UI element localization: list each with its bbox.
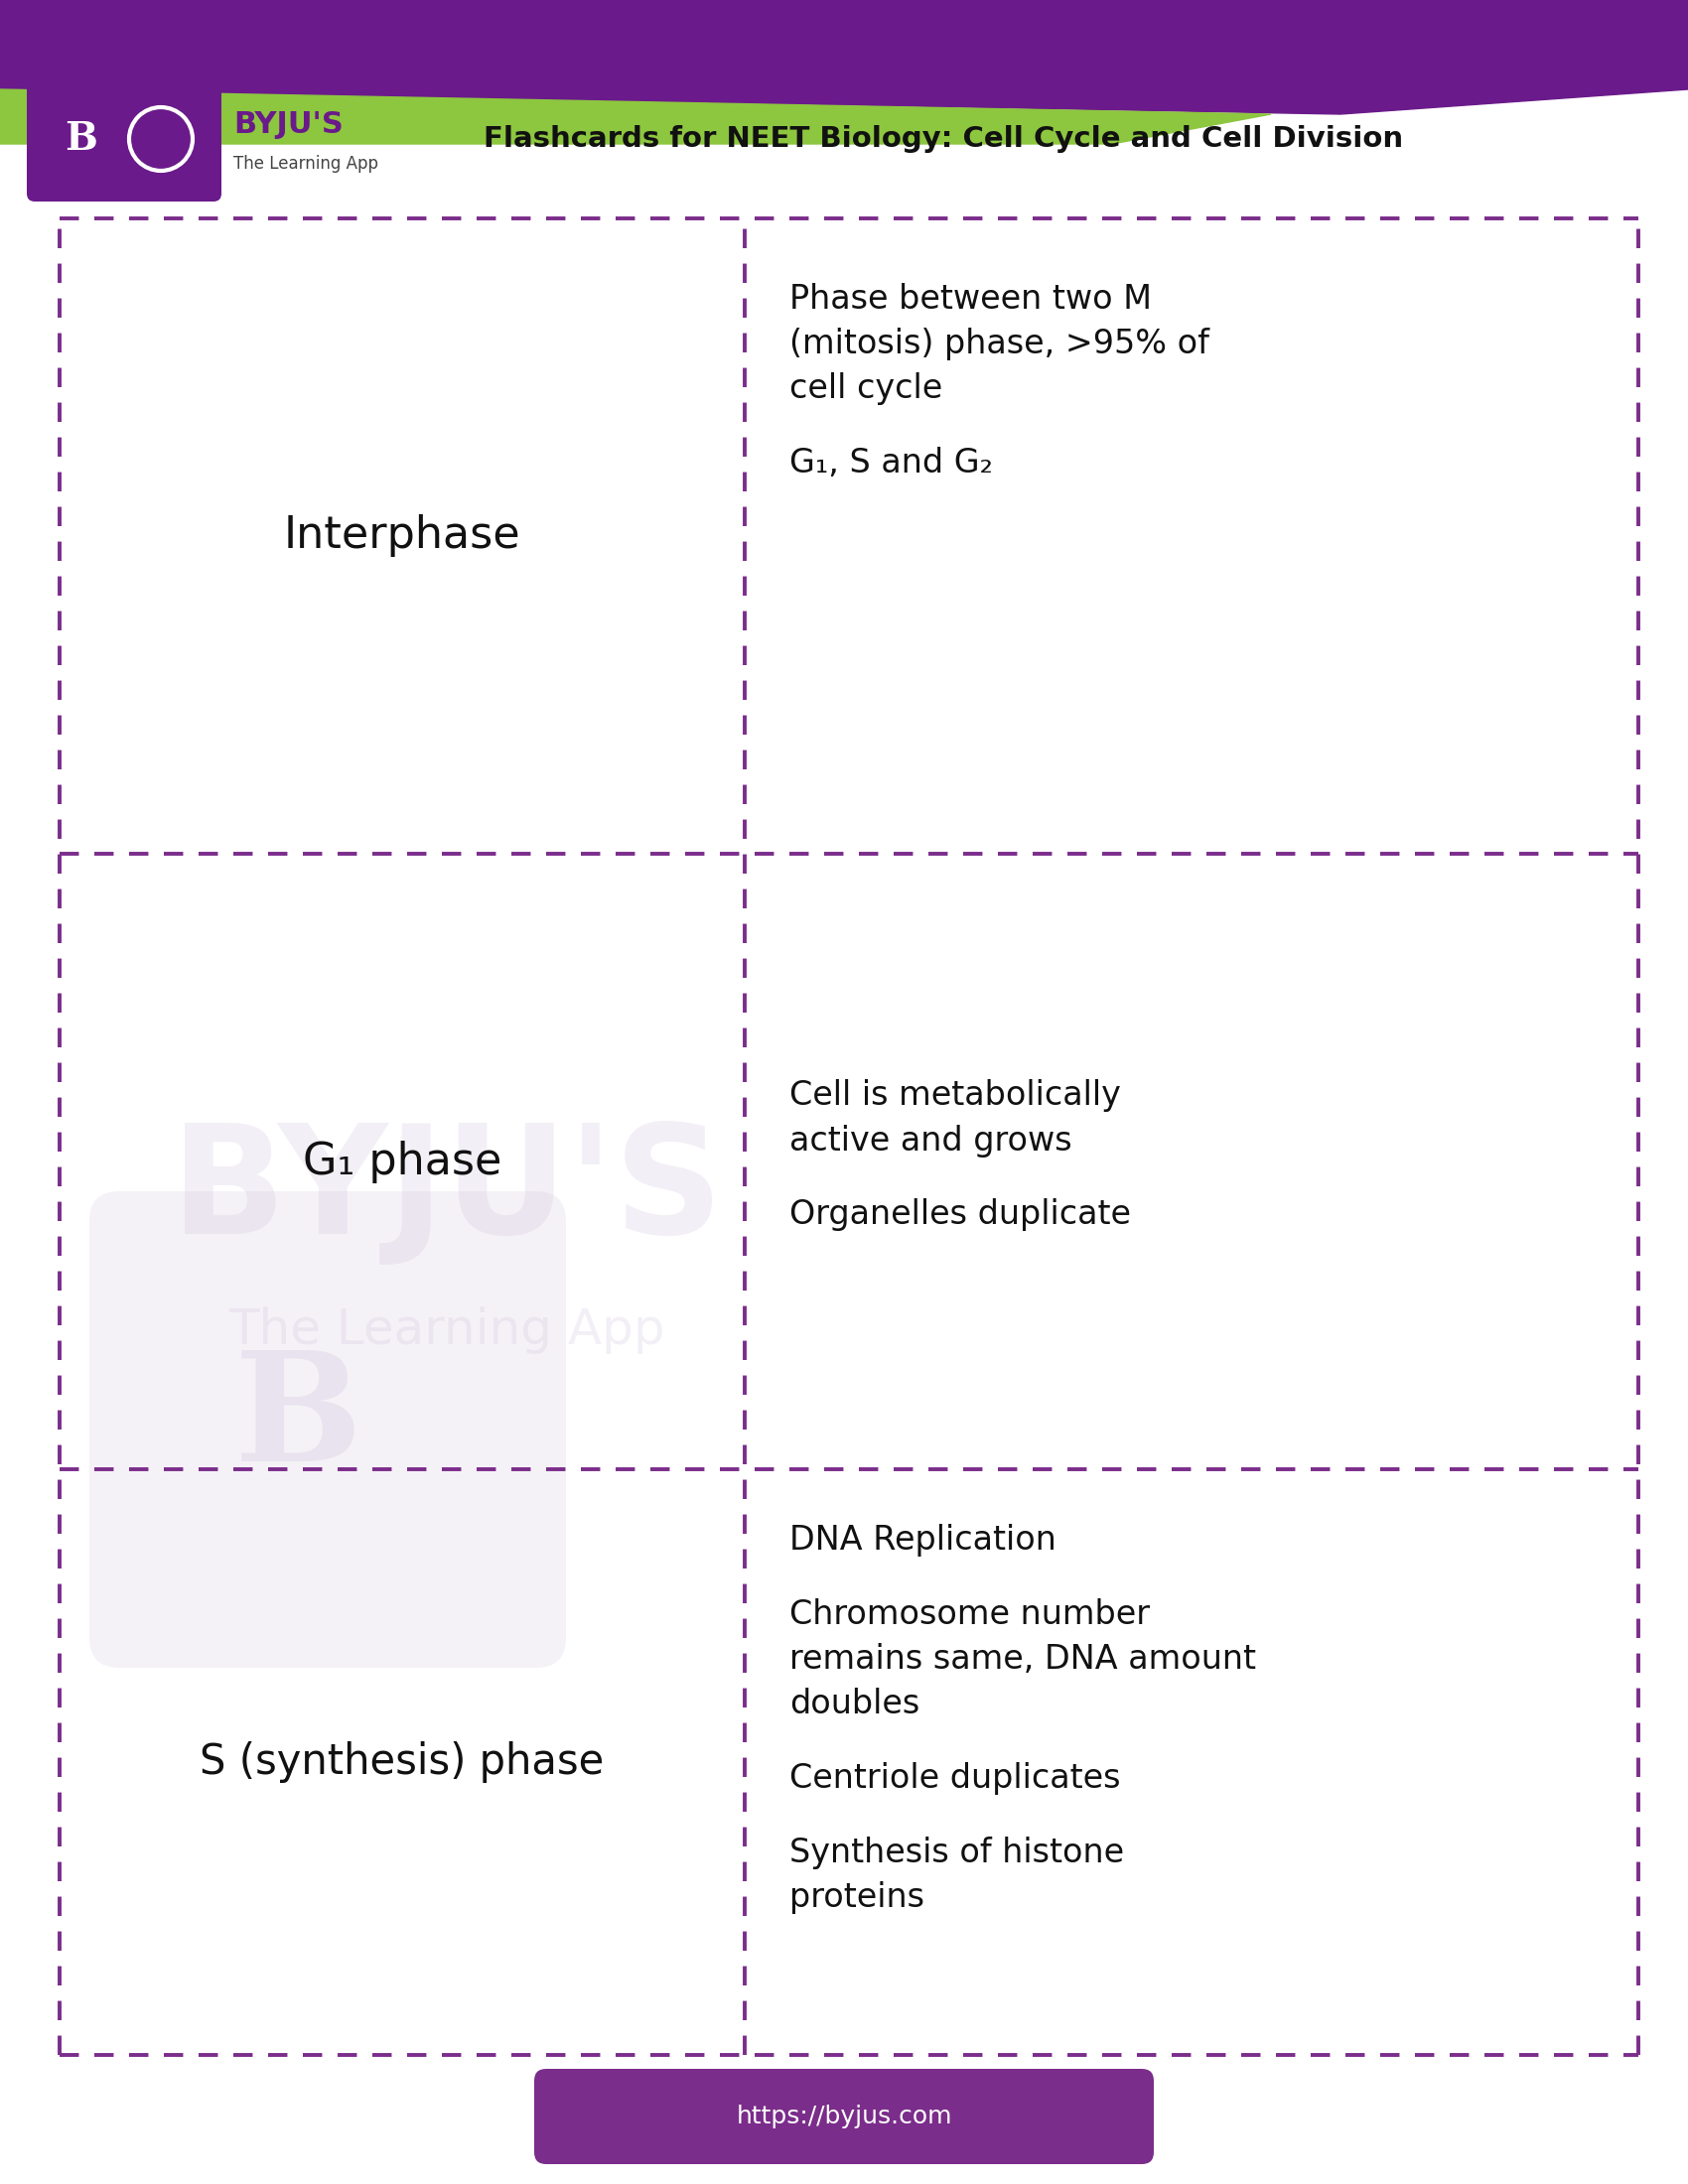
Polygon shape xyxy=(0,0,1688,114)
Text: Chromosome number: Chromosome number xyxy=(790,1599,1150,1631)
Text: DNA Replication: DNA Replication xyxy=(790,1524,1057,1557)
Text: (mitosis) phase, >95% of: (mitosis) phase, >95% of xyxy=(790,328,1209,360)
Text: Phase between two M: Phase between two M xyxy=(790,284,1151,317)
Text: doubles: doubles xyxy=(790,1688,920,1721)
Text: Flashcards for NEET Biology: Cell Cycle and Cell Division: Flashcards for NEET Biology: Cell Cycle … xyxy=(483,124,1403,153)
Text: G₁, S and G₂: G₁, S and G₂ xyxy=(790,448,993,480)
Text: The Learning App: The Learning App xyxy=(228,1306,665,1354)
Text: Cell is metabolically: Cell is metabolically xyxy=(790,1079,1121,1112)
Polygon shape xyxy=(0,90,1271,144)
Text: Synthesis of histone: Synthesis of histone xyxy=(790,1837,1124,1870)
FancyBboxPatch shape xyxy=(89,1190,565,1669)
Text: BYJU'S: BYJU'S xyxy=(170,1118,722,1265)
Text: Interphase: Interphase xyxy=(284,515,520,557)
Text: remains same, DNA amount: remains same, DNA amount xyxy=(790,1642,1256,1675)
Text: B: B xyxy=(66,120,98,157)
Text: Centriole duplicates: Centriole duplicates xyxy=(790,1762,1121,1795)
Text: S (synthesis) phase: S (synthesis) phase xyxy=(199,1741,604,1782)
FancyBboxPatch shape xyxy=(533,2068,1155,2164)
Text: proteins: proteins xyxy=(790,1880,925,1913)
Text: active and grows: active and grows xyxy=(790,1125,1072,1158)
Text: G₁ phase: G₁ phase xyxy=(302,1140,501,1184)
FancyBboxPatch shape xyxy=(27,76,221,201)
Text: Organelles duplicate: Organelles duplicate xyxy=(790,1199,1131,1232)
Text: https://byjus.com: https://byjus.com xyxy=(736,2105,952,2129)
Text: The Learning App: The Learning App xyxy=(233,155,378,173)
Text: BYJU'S: BYJU'S xyxy=(233,109,343,138)
Text: B: B xyxy=(235,1345,361,1494)
Text: cell cycle: cell cycle xyxy=(790,371,942,404)
